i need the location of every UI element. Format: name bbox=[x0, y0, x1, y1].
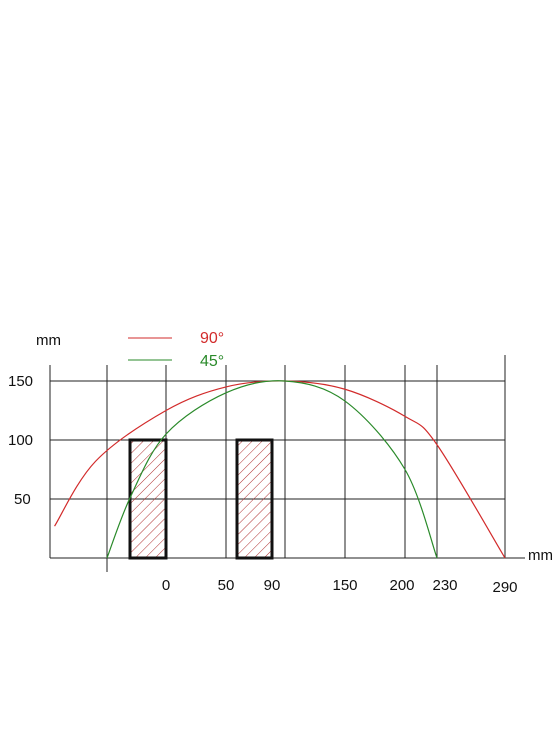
x-tick-label: 90 bbox=[264, 577, 281, 594]
grid bbox=[49, 355, 525, 572]
x-tick-label: 290 bbox=[492, 579, 517, 596]
y-tick-label: 100 bbox=[8, 432, 33, 449]
y-tick-label: 150 bbox=[8, 373, 33, 390]
series-45-curve bbox=[106, 380, 438, 559]
hatched-block-1 bbox=[128, 438, 168, 560]
hatched-block-2 bbox=[235, 438, 274, 560]
x-tick-label: 0 bbox=[162, 577, 170, 594]
x-axis-unit-label: mm bbox=[528, 547, 553, 564]
x-tick-label: 200 bbox=[389, 577, 414, 594]
y-axis-unit-label: mm bbox=[36, 332, 61, 349]
legend-label-45: 45° bbox=[200, 353, 224, 370]
y-tick-label: 50 bbox=[14, 491, 31, 508]
x-tick-label: 230 bbox=[432, 577, 457, 594]
x-tick-label: 150 bbox=[332, 577, 357, 594]
legend-label-90: 90° bbox=[200, 330, 224, 347]
legend: 90° 45° bbox=[128, 330, 224, 370]
x-tick-label: 50 bbox=[218, 577, 235, 594]
